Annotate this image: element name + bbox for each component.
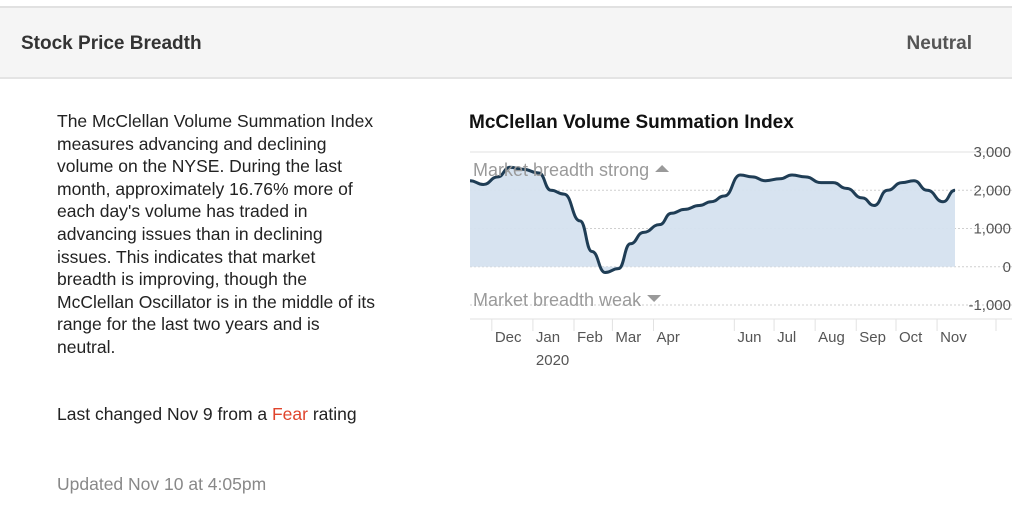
gridlines	[470, 151, 1012, 331]
y-tick-label: 3,000	[973, 144, 1011, 161]
triangle-up-icon	[655, 165, 670, 172]
updated-timestamp: Updated Nov 10 at 4:05pm	[57, 474, 267, 494]
x-tick-label: Jul	[777, 329, 796, 346]
x-tick-label: Sep	[859, 329, 886, 346]
x-tick-label: Jun	[737, 329, 761, 346]
x-tick-label: Dec	[495, 329, 522, 346]
section-header: Stock Price Breadth Neutral	[0, 8, 1012, 79]
x-tick-label: Feb	[577, 329, 603, 346]
last-changed-suffix: rating	[307, 404, 357, 424]
x-tick-label: Mar	[615, 329, 641, 346]
y-tick-label: 1,000	[973, 221, 1011, 238]
section-title: Stock Price Breadth	[21, 33, 202, 54]
x-tick-label: Apr	[656, 329, 679, 346]
x-tick-label: Aug	[818, 329, 845, 346]
top-rule	[0, 6, 1012, 8]
breadth-weak-note: Market breadth weak	[473, 290, 642, 310]
chart-title: McClellan Volume Summation Index	[469, 112, 794, 133]
year-label: 2020	[536, 352, 569, 369]
previous-rating: Fear	[271, 404, 308, 424]
x-axis: Dec Jan Feb Mar Apr Jun Jul Aug Sep Oct Nov	[491, 319, 967, 346]
last-changed-prefix: Last changed Nov 9 from a	[57, 404, 272, 424]
y-tick-label: 0	[1003, 259, 1011, 276]
triangle-down-icon	[647, 295, 662, 302]
rating-label: Neutral	[906, 33, 972, 54]
x-tick-label: Oct	[899, 329, 923, 346]
x-tick-label: Nov	[940, 329, 967, 346]
y-tick-label: 2,000	[973, 182, 1011, 199]
last-changed-text: Last changed Nov 9 from a Fear rating	[57, 403, 377, 426]
y-axis: 3,000 2,000 1,000 0 -1,000	[968, 144, 1011, 314]
summation-index-chart: 3,000 2,000 1,000 0 -1,000 Dec Jan Feb Mar Apr Ju…	[469, 144, 1012, 369]
index-area	[470, 167, 955, 273]
indicator-description: The McClellan Volume Summation Index mea…	[57, 111, 376, 357]
y-tick-label: -1,000	[968, 297, 1011, 314]
x-tick-label: Jan	[536, 329, 560, 346]
breadth-strong-note: Market breadth strong	[473, 160, 649, 180]
index-line	[469, 165, 956, 274]
